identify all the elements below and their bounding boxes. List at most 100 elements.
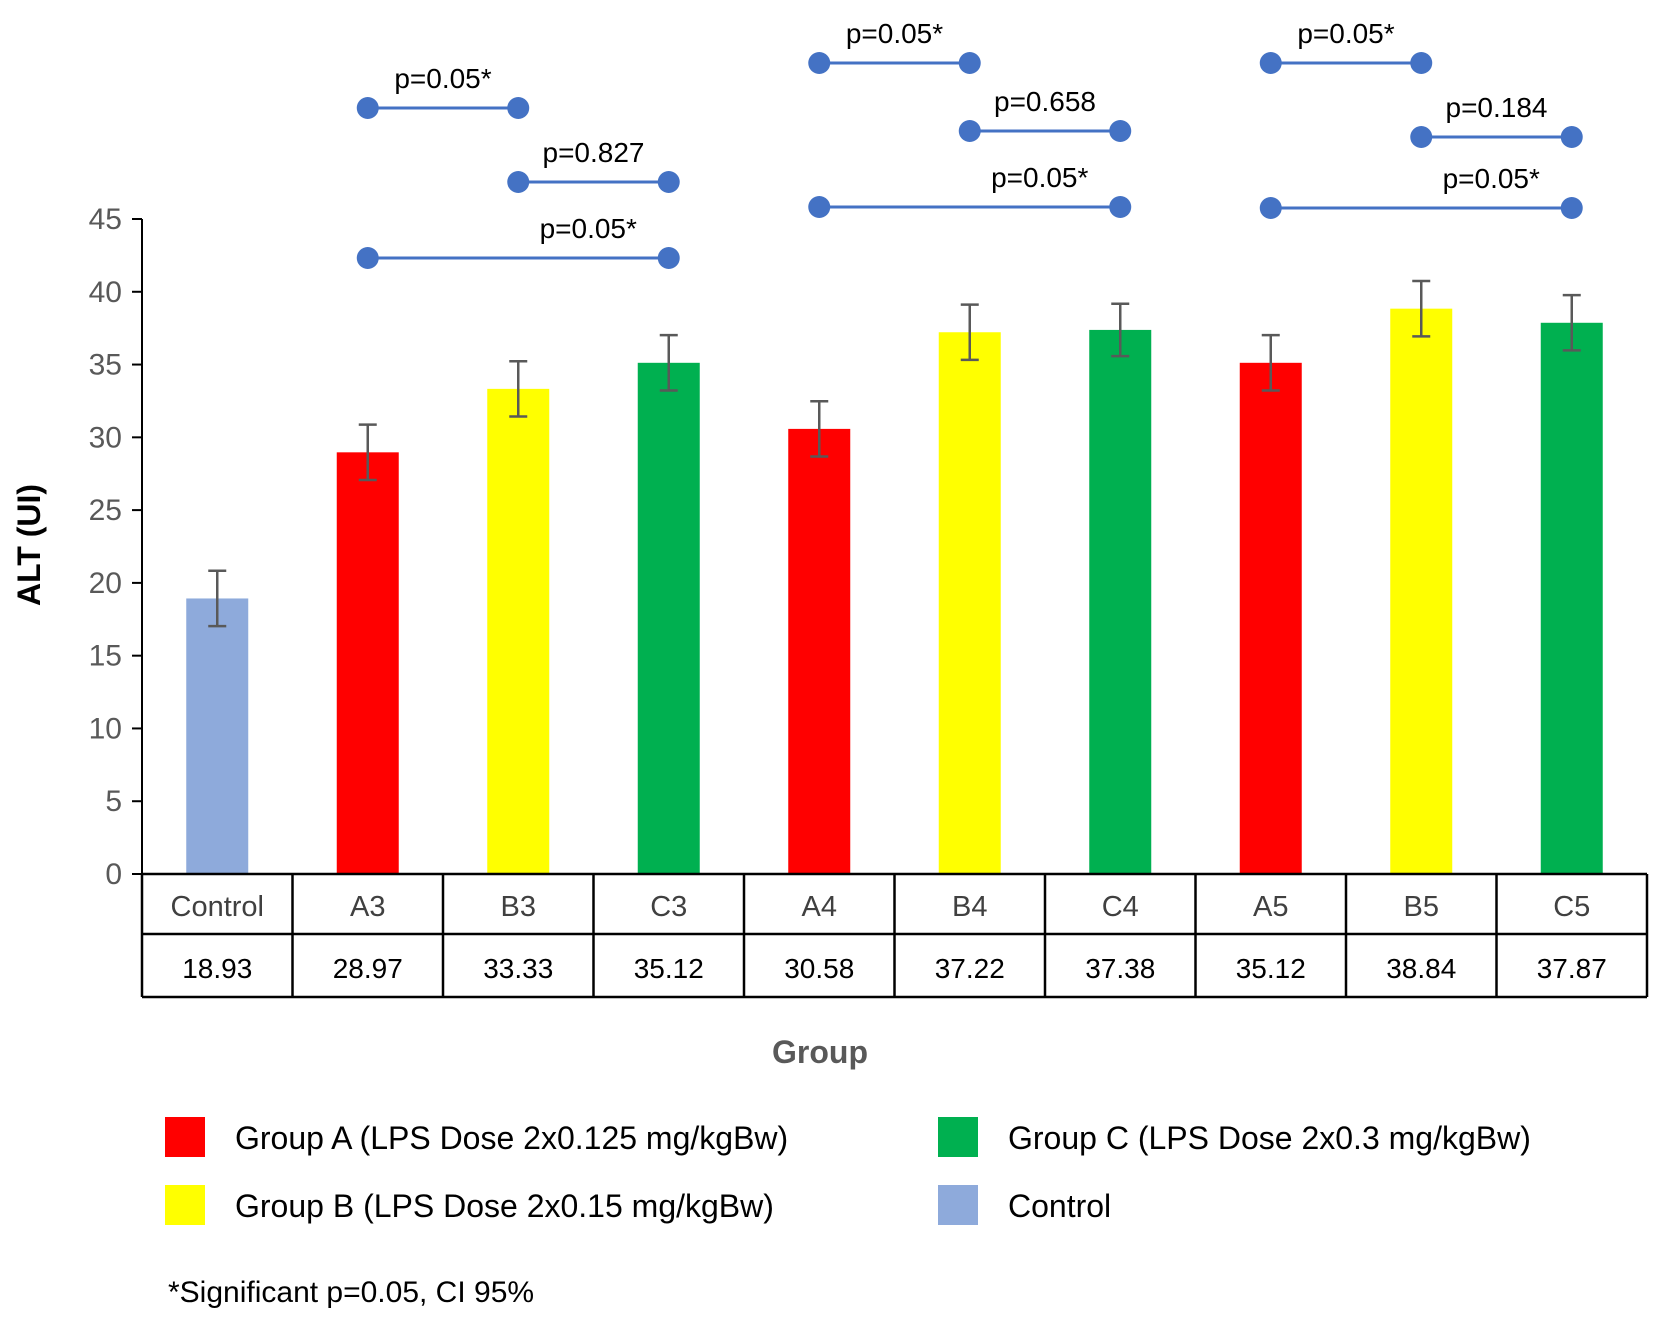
x-tick-label: A3 [350, 891, 385, 923]
data-label: 37.87 [1537, 953, 1607, 984]
comparison-marker [1259, 197, 1282, 219]
error-bars [208, 279, 1581, 628]
y-axis-title: ALT (UI) [11, 484, 47, 606]
comparison-B4-C4: p=0.658 [958, 86, 1132, 142]
y-tick-label: 45 [89, 203, 122, 236]
y-tick-label: 0 [105, 858, 122, 891]
y-tick-label: 25 [89, 494, 122, 527]
error-bar-B4 [960, 303, 979, 362]
x-tick-label: Control [171, 891, 265, 923]
comparison-A5-B5: p=0.05* [1259, 18, 1433, 74]
bar-B3 [487, 388, 550, 874]
error-bar-C4 [1111, 302, 1130, 358]
error-bar-A3 [358, 423, 377, 482]
data-label: 35.12 [634, 953, 704, 984]
comparison-A5-C5: p=0.05* [1259, 163, 1583, 219]
p-value-label: p=0.05* [846, 18, 943, 49]
y-tick-label: 40 [89, 276, 122, 309]
p-value-label: p=0.827 [543, 137, 645, 168]
table-grid [140, 872, 1649, 999]
legend-swatch [938, 1117, 978, 1157]
x-tick-label: B3 [501, 891, 536, 923]
comparison-marker [1109, 196, 1132, 218]
x-axis-title: Group [772, 1034, 868, 1070]
p-value-label: p=0.05* [1297, 18, 1394, 49]
comparison-B3-C3: p=0.827 [507, 137, 680, 193]
x-tick-label: B4 [952, 891, 987, 923]
bar-A5 [1239, 362, 1302, 874]
error-bar-A5 [1261, 333, 1280, 392]
significance-brackets: p=0.05* p=0.827 p=0.05* p=0.05* p=0.658 p=0.0… [356, 18, 1583, 269]
comparison-A4-B4: p=0.05* [808, 18, 981, 74]
comparison-marker [808, 196, 831, 218]
bars [186, 308, 1603, 875]
data-label: 18.93 [182, 953, 252, 984]
x-tick-label: B5 [1404, 891, 1439, 923]
x-tick-label: A4 [802, 891, 837, 923]
bar-B4 [938, 332, 1001, 875]
comparison-A3-B3: p=0.05* [356, 63, 530, 119]
legend-item-C: Group C (LPS Dose 2x0.3 mg/kgBw) [938, 1117, 1531, 1157]
bar-B5 [1390, 308, 1453, 874]
data-label: 38.84 [1386, 953, 1456, 984]
data-label: 28.97 [333, 953, 403, 984]
comparison-marker [1410, 52, 1433, 74]
comparison-marker [1259, 52, 1282, 74]
legend-swatch [165, 1185, 205, 1225]
error-bar-Control [208, 569, 227, 628]
y-tick-label: 5 [105, 785, 122, 818]
p-value-label: p=0.184 [1446, 92, 1548, 123]
legend-label: Control [1008, 1188, 1111, 1224]
comparison-marker [657, 247, 680, 269]
data-table: Control 18.93 A3 28.97 B3 33.33 C3 35.12 A4 30.58… [140, 872, 1649, 999]
p-value-label: p=0.05* [1443, 163, 1540, 194]
p-value-label: p=0.05* [394, 63, 491, 94]
comparison-marker [958, 52, 981, 74]
p-value-label: p=0.05* [540, 213, 637, 244]
bar-A3 [336, 452, 399, 874]
comparison-marker [507, 171, 530, 193]
data-label: 37.38 [1085, 953, 1155, 984]
bar-A4 [788, 428, 851, 874]
x-tick-label: C3 [650, 891, 687, 923]
comparison-B5-C5: p=0.184 [1410, 92, 1583, 148]
comparison-marker [1560, 197, 1583, 219]
error-bar-C5 [1562, 293, 1581, 352]
bar-C4 [1089, 329, 1152, 874]
p-value-label: p=0.05* [991, 162, 1088, 193]
data-label: 35.12 [1236, 953, 1306, 984]
y-tick-label: 30 [89, 421, 122, 454]
x-tick-label: C5 [1553, 891, 1590, 923]
comparison-marker [356, 97, 379, 119]
comparison-marker [1109, 120, 1132, 142]
x-tick-label: C4 [1102, 891, 1139, 923]
comparison-marker [657, 171, 680, 193]
error-bar-B3 [509, 359, 528, 418]
y-axis: 0 5 10 15 20 25 30 35 40 45 [89, 203, 143, 891]
legend-label: Group A (LPS Dose 2x0.125 mg/kgBw) [235, 1120, 788, 1156]
comparison-A3-C3: p=0.05* [356, 213, 680, 269]
x-tick-label: A5 [1253, 891, 1288, 923]
bar-C3 [637, 362, 700, 874]
comparison-marker [507, 97, 530, 119]
y-tick-label: 35 [89, 349, 122, 382]
error-bar-B5 [1412, 279, 1431, 338]
legend: Group A (LPS Dose 2x0.125 mg/kgBw) Group … [165, 1117, 1531, 1225]
legend-swatch [165, 1117, 205, 1157]
legend-item-Control: Control [938, 1185, 1111, 1225]
error-bar-C3 [659, 333, 678, 392]
error-bar-A4 [810, 399, 829, 458]
comparison-marker [1560, 126, 1583, 148]
comparison-marker [356, 247, 379, 269]
comparison-marker [808, 52, 831, 74]
y-tick-label: 10 [89, 712, 122, 745]
legend-item-B: Group B (LPS Dose 2x0.15 mg/kgBw) [165, 1185, 774, 1225]
comparison-marker [958, 120, 981, 142]
y-tick-label: 15 [89, 640, 122, 673]
data-label: 37.22 [935, 953, 1005, 984]
data-label: 33.33 [483, 953, 553, 984]
comparison-marker [1410, 126, 1433, 148]
footnote: *Significant p=0.05, CI 95% [168, 1276, 534, 1309]
legend-swatch [938, 1185, 978, 1225]
